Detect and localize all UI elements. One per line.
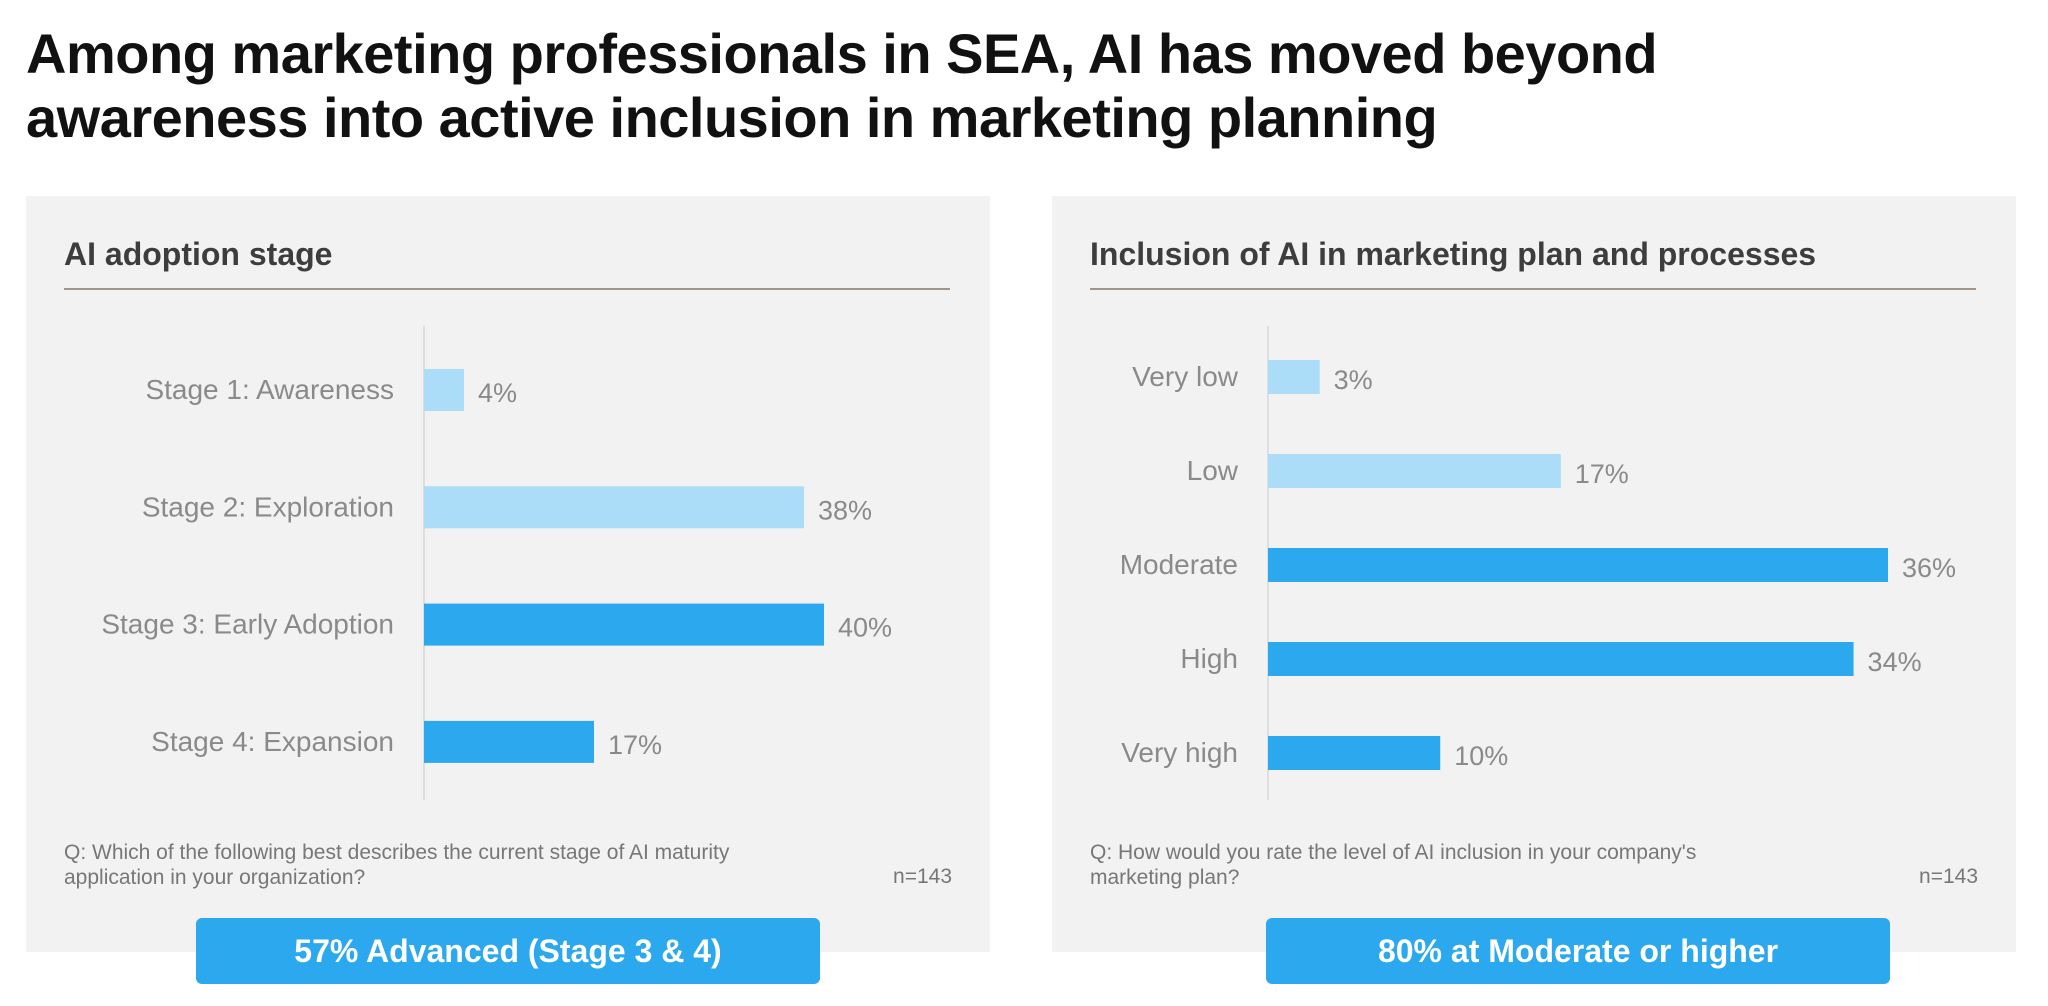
category-label: Low — [1187, 455, 1239, 486]
title-divider — [64, 288, 950, 290]
survey-question: Q: Which of the following best describes… — [64, 841, 730, 889]
category-label: Stage 2: Exploration — [142, 491, 394, 522]
category-label: Stage 3: Early Adoption — [101, 609, 394, 640]
moderate-or-higher-callout: 80% at Moderate or higher — [1266, 918, 1890, 984]
value-label: 3% — [1334, 365, 1373, 395]
sample-size: n=143 — [1919, 865, 1978, 888]
ai-inclusion-chart: Very low 3% Low 17% Moderate 36% High 34% Very h… — [1120, 326, 1956, 800]
sample-size: n=143 — [893, 865, 952, 888]
value-label: 40% — [838, 613, 892, 643]
ai-inclusion-panel: Inclusion of AI in marketing plan and pr… — [1052, 196, 2016, 952]
page-title: Among marketing professionals in SEA, AI… — [26, 22, 1658, 149]
advanced-stage-callout: 57% Advanced (Stage 3 & 4) — [196, 918, 820, 984]
value-label: 17% — [1575, 459, 1629, 489]
bar — [424, 369, 464, 411]
ai-inclusion-title: Inclusion of AI in marketing plan and pr… — [1090, 236, 1817, 272]
value-label: 10% — [1454, 741, 1508, 771]
bar — [1268, 642, 1854, 676]
bar — [424, 486, 804, 529]
category-label: Moderate — [1120, 549, 1238, 580]
value-label: 17% — [608, 730, 662, 760]
value-label: 34% — [1868, 647, 1922, 677]
survey-question: Q: How would you rate the level of AI in… — [1090, 841, 1697, 889]
category-label: Stage 4: Expansion — [151, 726, 394, 757]
category-label: Stage 1: Awareness — [145, 374, 394, 405]
bar — [1268, 548, 1888, 582]
value-label: 38% — [818, 495, 872, 525]
adoption-stage-chart: Stage 1: Awareness 4% Stage 2: Exploration… — [101, 326, 892, 800]
bar — [1268, 736, 1441, 770]
value-label: 36% — [1902, 553, 1956, 583]
adoption-stage-panel: AI adoption stage Stage 1: Awareness 4% St… — [26, 196, 990, 952]
value-label: 4% — [478, 378, 517, 408]
title-divider — [1090, 288, 1976, 290]
category-label: Very low — [1132, 361, 1239, 392]
bar — [424, 720, 594, 763]
category-label: High — [1180, 643, 1238, 674]
category-label: Very high — [1121, 737, 1238, 768]
bar — [1268, 360, 1320, 394]
bar — [424, 603, 824, 646]
bar — [1268, 454, 1561, 488]
adoption-stage-title: AI adoption stage — [64, 236, 333, 272]
